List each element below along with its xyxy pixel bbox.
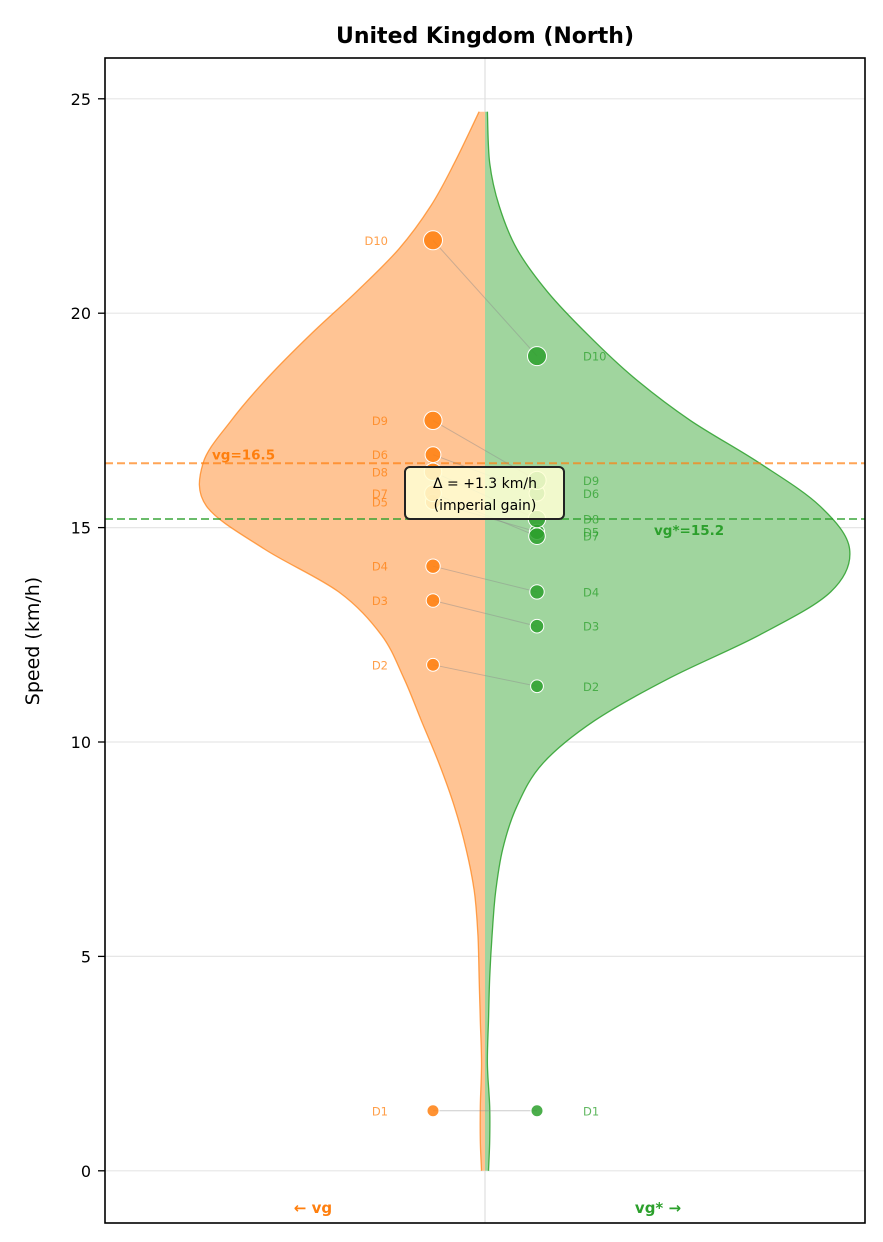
label-vgstar-D1: D1 [583, 1104, 599, 1118]
y-tick-label-5: 5 [81, 947, 91, 966]
point-vg-D2 [426, 657, 440, 672]
point-vgstar-D1 [530, 1104, 544, 1118]
left-side-label: ← vg [294, 1199, 332, 1217]
label-vg-D2: D2 [372, 658, 388, 672]
point-vg-D4 [425, 558, 441, 574]
delta-annotation-line1: Δ = +1.3 km/h [433, 476, 537, 492]
point-vg-D10 [423, 230, 443, 251]
delta-annotation-box [404, 466, 565, 520]
label-vgstar-D3: D3 [583, 620, 599, 634]
label-vg-D10: D10 [365, 234, 389, 248]
y-tick-label-10: 10 [71, 733, 91, 752]
label-vg-D6: D6 [372, 448, 388, 462]
label-vg-D8: D8 [372, 465, 388, 479]
chart-title: United Kingdom (North) [336, 24, 634, 49]
label-vg-D3: D3 [372, 594, 388, 608]
point-vgstar-D4 [529, 584, 545, 600]
label-vg-D7: D7 [372, 487, 388, 501]
plot-frame [104, 57, 866, 1224]
connector-D4 [432, 565, 538, 593]
label-vg-D9: D9 [372, 414, 388, 428]
violin-vg-outline [198, 111, 483, 1171]
connector-D10 [432, 239, 538, 357]
y-axis-label: Speed (km/h) [22, 577, 44, 705]
mean-label-vgstar: vg*=15.2 [654, 523, 724, 539]
violin-layer [198, 111, 851, 1171]
point-vgstar-D7 [528, 527, 546, 545]
y-tick-label-20: 20 [71, 304, 91, 323]
label-vgstar-D7: D7 [583, 530, 599, 544]
label-vg-D4: D4 [372, 560, 388, 574]
label-vgstar-D8: D8 [583, 513, 599, 527]
y-tick-label-15: 15 [71, 519, 91, 538]
point-vgstar-D10 [527, 346, 547, 367]
label-vgstar-D6: D6 [583, 487, 599, 501]
point-vg-D6 [424, 446, 442, 464]
connector-D3 [432, 600, 538, 627]
annotation-layer: Δ = +1.3 km/h (imperial gain) [404, 466, 565, 520]
label-vgstar-D9: D9 [583, 474, 599, 488]
violin-vgstar-outline [486, 111, 851, 1171]
right-side-label: vg* → [635, 1199, 681, 1217]
y-tick-label-25: 25 [71, 90, 91, 109]
connector-D2 [432, 664, 538, 687]
y-tick-label-0: 0 [81, 1162, 91, 1181]
violin-vgstar-fill [485, 111, 850, 1171]
mean-label-vg: vg=16.5 [212, 447, 275, 463]
point-vg-D3 [425, 593, 441, 608]
point-vgstar-D2 [530, 679, 544, 694]
point-vgstar-D3 [529, 618, 545, 634]
label-vg-D1: D1 [372, 1104, 388, 1118]
violin-vg-fill [199, 111, 485, 1171]
y-axis: 0 5 10 15 20 25 [71, 90, 105, 1181]
label-vgstar-D2: D2 [583, 680, 599, 694]
label-vgstar-D4: D4 [583, 585, 599, 599]
label-vg-D5: D5 [372, 495, 388, 509]
point-vg-D1 [426, 1104, 440, 1118]
label-vgstar-D10: D10 [583, 350, 607, 364]
delta-annotation-line2: (imperial gain) [434, 498, 537, 514]
point-vg-D9 [423, 410, 443, 430]
label-vgstar-D5: D5 [583, 525, 599, 539]
